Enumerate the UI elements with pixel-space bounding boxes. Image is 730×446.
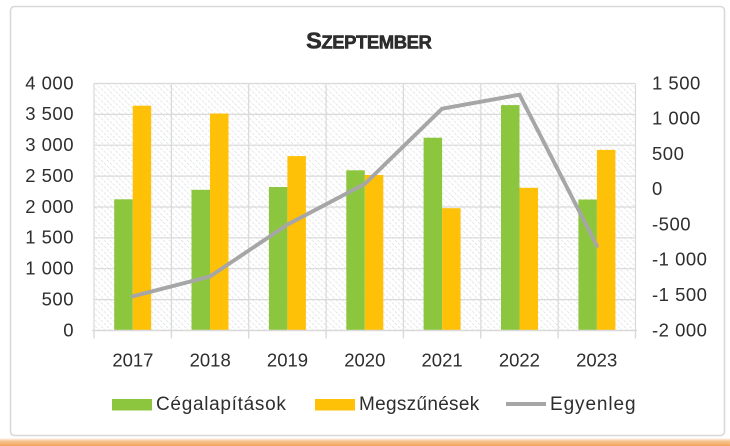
svg-text:-2 000: -2 000 — [652, 319, 707, 340]
svg-text:0: 0 — [63, 319, 74, 340]
svg-text:-1 500: -1 500 — [652, 284, 707, 305]
svg-text:1 500: 1 500 — [652, 72, 701, 93]
svg-text:0: 0 — [652, 178, 663, 199]
svg-text:-1 000: -1 000 — [652, 249, 707, 270]
svg-text:4 000: 4 000 — [25, 72, 74, 93]
svg-text:2017: 2017 — [112, 349, 153, 370]
svg-text:2 000: 2 000 — [25, 196, 74, 217]
svg-text:2023: 2023 — [576, 349, 617, 370]
svg-text:2018: 2018 — [190, 349, 231, 370]
svg-text:500: 500 — [652, 143, 684, 164]
svg-text:3 500: 3 500 — [25, 103, 74, 124]
svg-text:1 000: 1 000 — [652, 108, 701, 129]
svg-text:Megszűnések: Megszűnések — [359, 394, 480, 415]
svg-text:2 500: 2 500 — [25, 165, 74, 186]
svg-text:2020: 2020 — [344, 349, 385, 370]
svg-text:2021: 2021 — [422, 349, 463, 370]
svg-text:Egyenleg: Egyenleg — [550, 394, 636, 415]
svg-text:Cégalapítások: Cégalapítások — [156, 394, 287, 415]
svg-text:1 000: 1 000 — [25, 258, 74, 279]
svg-text:2019: 2019 — [267, 349, 308, 370]
svg-text:500: 500 — [42, 288, 74, 309]
svg-text:2022: 2022 — [499, 349, 540, 370]
svg-text:SZEPTEMBER: SZEPTEMBER — [306, 28, 431, 54]
svg-text:1 500: 1 500 — [25, 227, 74, 248]
svg-text:-500: -500 — [652, 213, 691, 234]
svg-text:3 000: 3 000 — [25, 134, 74, 155]
